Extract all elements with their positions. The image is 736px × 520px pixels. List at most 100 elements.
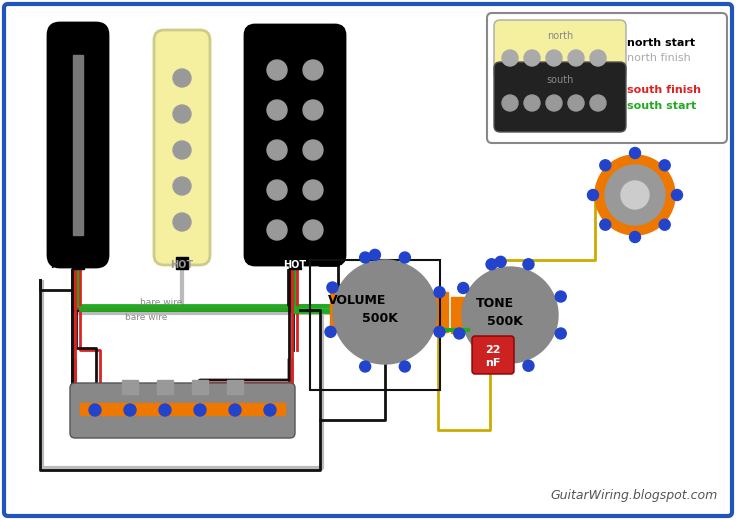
Circle shape xyxy=(173,141,191,159)
Circle shape xyxy=(303,180,323,200)
Bar xyxy=(73,55,83,235)
Circle shape xyxy=(524,50,540,66)
Circle shape xyxy=(303,60,323,80)
Circle shape xyxy=(595,155,675,235)
Text: north finish: north finish xyxy=(627,53,691,63)
Circle shape xyxy=(629,148,640,159)
Circle shape xyxy=(600,160,611,171)
FancyBboxPatch shape xyxy=(4,4,732,516)
Text: HOT: HOT xyxy=(283,260,306,270)
Circle shape xyxy=(486,259,497,270)
Text: 22: 22 xyxy=(485,345,500,355)
Circle shape xyxy=(629,231,640,242)
Circle shape xyxy=(360,361,371,372)
Text: south: south xyxy=(546,75,573,85)
Circle shape xyxy=(360,252,371,263)
Circle shape xyxy=(267,60,287,80)
Circle shape xyxy=(173,69,191,87)
Bar xyxy=(289,257,301,269)
Bar xyxy=(451,297,465,333)
Text: north: north xyxy=(547,31,573,41)
Circle shape xyxy=(590,50,606,66)
Text: 500K: 500K xyxy=(487,315,523,328)
Circle shape xyxy=(524,95,540,111)
Circle shape xyxy=(369,250,381,261)
Circle shape xyxy=(458,282,469,293)
Circle shape xyxy=(194,404,206,416)
Circle shape xyxy=(462,267,558,363)
Circle shape xyxy=(264,404,276,416)
Text: bare wire: bare wire xyxy=(125,313,167,322)
FancyBboxPatch shape xyxy=(154,30,210,265)
FancyBboxPatch shape xyxy=(494,20,626,80)
Circle shape xyxy=(600,219,611,230)
Text: VOLUME: VOLUME xyxy=(328,294,386,307)
Text: north start: north start xyxy=(627,38,695,48)
Circle shape xyxy=(400,252,411,263)
Circle shape xyxy=(333,260,437,364)
Bar xyxy=(176,257,188,269)
Circle shape xyxy=(502,50,518,66)
Bar xyxy=(434,292,448,332)
Circle shape xyxy=(454,328,464,339)
Circle shape xyxy=(267,100,287,120)
Bar xyxy=(227,380,243,394)
Circle shape xyxy=(267,220,287,240)
Circle shape xyxy=(568,95,584,111)
Circle shape xyxy=(267,140,287,160)
Circle shape xyxy=(671,189,682,201)
FancyBboxPatch shape xyxy=(70,383,295,438)
Circle shape xyxy=(303,100,323,120)
Circle shape xyxy=(173,177,191,195)
Circle shape xyxy=(502,95,518,111)
Text: nF: nF xyxy=(485,358,500,368)
Circle shape xyxy=(523,259,534,270)
Circle shape xyxy=(568,50,584,66)
Circle shape xyxy=(267,180,287,200)
Circle shape xyxy=(434,327,445,337)
Bar xyxy=(122,380,138,394)
Circle shape xyxy=(495,256,506,267)
Circle shape xyxy=(555,328,566,339)
Circle shape xyxy=(303,220,323,240)
Bar xyxy=(192,380,208,394)
Circle shape xyxy=(229,404,241,416)
Bar xyxy=(310,260,440,390)
Circle shape xyxy=(89,404,101,416)
Circle shape xyxy=(555,291,566,302)
Circle shape xyxy=(173,105,191,123)
Text: south finish: south finish xyxy=(627,85,701,95)
Text: HOT: HOT xyxy=(170,260,193,270)
Text: HOT: HOT xyxy=(50,260,73,270)
Bar xyxy=(80,403,285,415)
Text: TONE: TONE xyxy=(476,297,514,310)
Text: south start: south start xyxy=(627,101,696,111)
Circle shape xyxy=(124,404,136,416)
Circle shape xyxy=(523,360,534,371)
Circle shape xyxy=(659,219,670,230)
Circle shape xyxy=(621,181,649,209)
Circle shape xyxy=(587,189,598,201)
Circle shape xyxy=(327,282,338,293)
Circle shape xyxy=(546,95,562,111)
Bar xyxy=(72,257,84,269)
Text: 500K: 500K xyxy=(362,312,398,325)
FancyBboxPatch shape xyxy=(48,23,108,267)
Bar xyxy=(157,380,173,394)
Circle shape xyxy=(325,327,336,337)
Circle shape xyxy=(486,360,497,371)
FancyBboxPatch shape xyxy=(487,13,727,143)
Circle shape xyxy=(303,140,323,160)
Text: GuitarWiring.blogspot.com: GuitarWiring.blogspot.com xyxy=(551,489,718,502)
Circle shape xyxy=(605,165,665,225)
Bar xyxy=(330,292,344,332)
Circle shape xyxy=(590,95,606,111)
Circle shape xyxy=(546,50,562,66)
FancyBboxPatch shape xyxy=(245,25,345,265)
Circle shape xyxy=(434,287,445,297)
FancyBboxPatch shape xyxy=(494,62,626,132)
Circle shape xyxy=(159,404,171,416)
Text: bare wire: bare wire xyxy=(140,298,183,307)
Circle shape xyxy=(400,361,411,372)
FancyBboxPatch shape xyxy=(472,336,514,374)
